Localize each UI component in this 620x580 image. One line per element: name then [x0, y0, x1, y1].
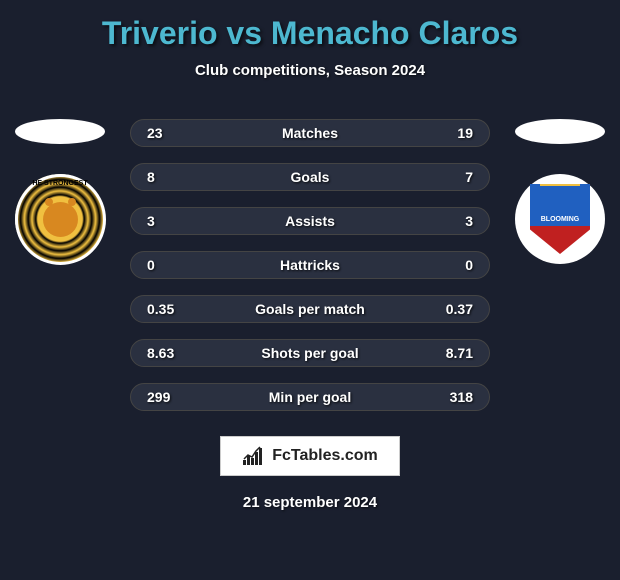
stat-left-value: 299	[147, 389, 197, 405]
stat-row-goals-per-match: 0.35 Goals per match 0.37	[130, 295, 490, 323]
brand-text: FcTables.com	[272, 447, 378, 465]
stat-right-value: 19	[423, 125, 473, 141]
chart-icon	[242, 446, 266, 466]
tiger-icon	[43, 202, 78, 237]
crown-icon	[540, 174, 580, 186]
stat-right-value: 0.37	[423, 301, 473, 317]
stat-label: Min per goal	[269, 389, 351, 405]
stat-row-shots-per-goal: 8.63 Shots per goal 8.71	[130, 339, 490, 367]
stat-left-value: 3	[147, 213, 197, 229]
right-club-badge: BLOOMING	[515, 174, 605, 264]
stat-right-value: 318	[423, 389, 473, 405]
stat-right-value: 0	[423, 257, 473, 273]
stat-row-min-per-goal: 299 Min per goal 318	[130, 383, 490, 411]
left-badge-text: HE STRONGEST	[32, 180, 87, 187]
left-player-ellipse	[15, 119, 105, 144]
stat-right-value: 7	[423, 169, 473, 185]
stat-label: Matches	[282, 125, 338, 141]
stat-left-value: 0.35	[147, 301, 197, 317]
stat-row-matches: 23 Matches 19	[130, 119, 490, 147]
stat-label: Assists	[285, 213, 335, 229]
footer-brand: FcTables.com	[220, 436, 400, 476]
stat-row-hattricks: 0 Hattricks 0	[130, 251, 490, 279]
comparison-content: HE STRONGEST 23 Matches 19 8 Goals 7 3 A…	[0, 119, 620, 411]
stat-label: Hattricks	[280, 257, 340, 273]
stat-right-value: 8.71	[423, 345, 473, 361]
stat-label: Shots per goal	[261, 345, 358, 361]
stats-column: 23 Matches 19 8 Goals 7 3 Assists 3 0 Ha…	[130, 119, 490, 411]
stat-row-goals: 8 Goals 7	[130, 163, 490, 191]
stat-label: Goals	[291, 169, 330, 185]
right-badge-text: BLOOMING	[541, 216, 580, 223]
stat-left-value: 8.63	[147, 345, 197, 361]
page-title: Triverio vs Menacho Claros	[0, 0, 620, 52]
stat-right-value: 3	[423, 213, 473, 229]
left-club-badge: HE STRONGEST	[15, 174, 105, 264]
stat-left-value: 0	[147, 257, 197, 273]
stat-row-assists: 3 Assists 3	[130, 207, 490, 235]
stat-left-value: 8	[147, 169, 197, 185]
right-player-ellipse	[515, 119, 605, 144]
left-player-col: HE STRONGEST	[10, 119, 110, 264]
shield-icon: BLOOMING	[530, 184, 590, 254]
stat-left-value: 23	[147, 125, 197, 141]
subtitle: Club competitions, Season 2024	[0, 62, 620, 79]
right-player-col: BLOOMING	[510, 119, 610, 264]
stat-label: Goals per match	[255, 301, 365, 317]
date-text: 21 september 2024	[0, 494, 620, 511]
